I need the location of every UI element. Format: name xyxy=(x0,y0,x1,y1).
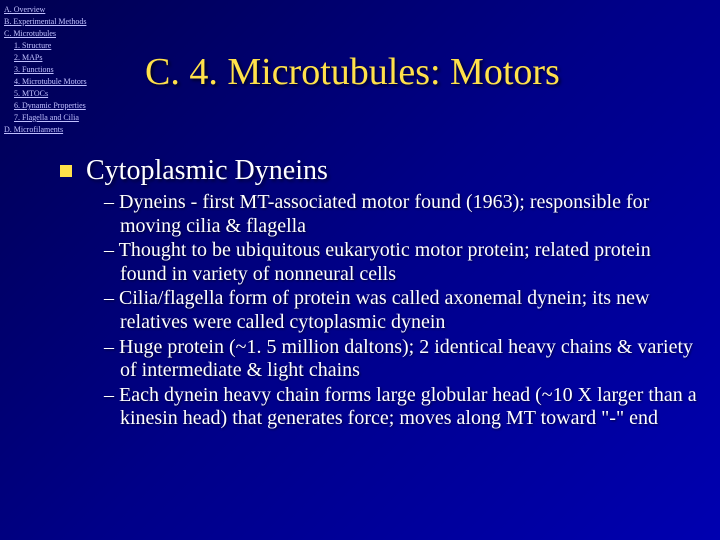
nav-link[interactable]: D. Microfilaments xyxy=(4,124,87,136)
slide-content: Cytoplasmic Dyneins – Dyneins - first MT… xyxy=(60,155,700,432)
sub-bullet: – Dyneins - first MT-associated motor fo… xyxy=(104,191,700,238)
sub-bullets: – Dyneins - first MT-associated motor fo… xyxy=(104,191,700,431)
sub-bullet: – Cilia/flagella form of protein was cal… xyxy=(104,287,700,334)
outline-nav: A. OverviewB. Experimental MethodsC. Mic… xyxy=(4,4,87,136)
slide-title: C. 4. Microtubules: Motors xyxy=(145,50,560,94)
nav-link[interactable]: 7. Flagella and Cilia xyxy=(4,112,87,124)
nav-link[interactable]: C. Microtubules xyxy=(4,28,87,40)
nav-link[interactable]: 6. Dynamic Properties xyxy=(4,100,87,112)
section-heading: Cytoplasmic Dyneins xyxy=(86,155,328,187)
bullet-square-icon xyxy=(60,165,72,177)
sub-bullet: – Huge protein (~1. 5 million daltons); … xyxy=(104,336,700,383)
nav-link[interactable]: 3. Functions xyxy=(4,64,87,76)
nav-link[interactable]: A. Overview xyxy=(4,4,87,16)
nav-link[interactable]: 5. MTOCs xyxy=(4,88,87,100)
nav-link[interactable]: 1. Structure xyxy=(4,40,87,52)
sub-bullet: – Each dynein heavy chain forms large gl… xyxy=(104,384,700,431)
sub-bullet: – Thought to be ubiquitous eukaryotic mo… xyxy=(104,239,700,286)
nav-link[interactable]: B. Experimental Methods xyxy=(4,16,87,28)
nav-link[interactable]: 2. MAPs xyxy=(4,52,87,64)
nav-link[interactable]: 4. Microtubule Motors xyxy=(4,76,87,88)
bullet-heading-row: Cytoplasmic Dyneins xyxy=(60,155,700,187)
